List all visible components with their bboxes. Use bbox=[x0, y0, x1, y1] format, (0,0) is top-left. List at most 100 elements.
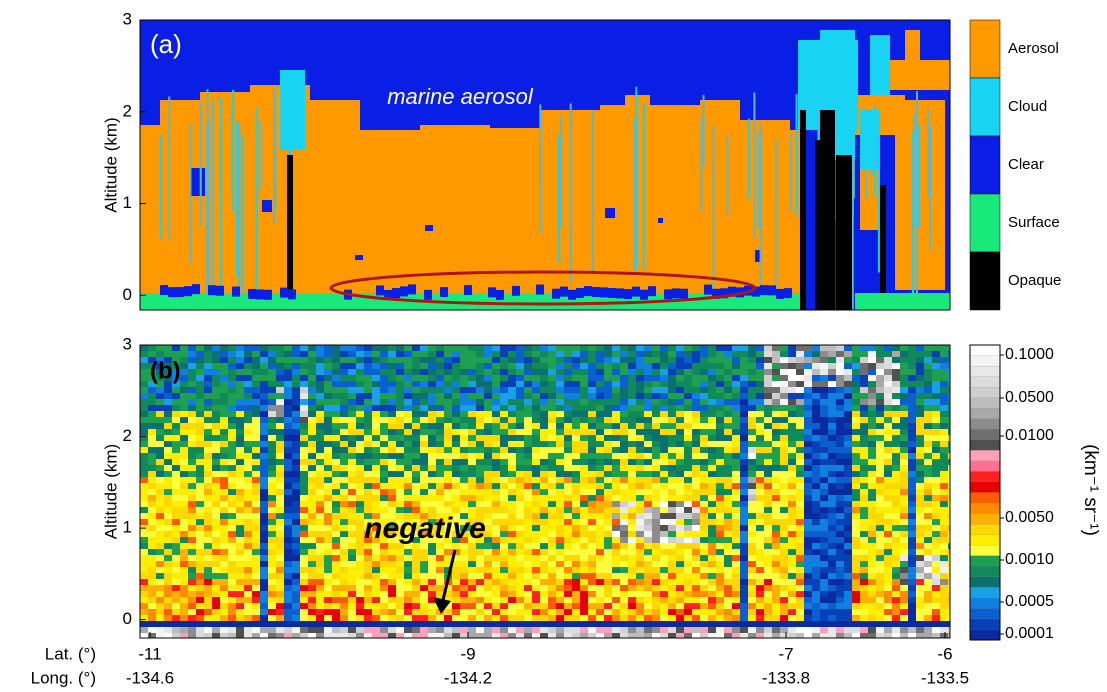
heatmap-cell bbox=[780, 567, 788, 573]
heatmap-cell bbox=[820, 513, 828, 519]
heatmap-cell bbox=[844, 489, 852, 495]
heatmap-cell bbox=[348, 621, 356, 627]
heatmap-cell bbox=[852, 453, 860, 459]
heatmap-cell bbox=[724, 525, 732, 531]
heatmap-cell bbox=[780, 615, 788, 621]
heatmap-cell bbox=[524, 615, 532, 621]
heatmap-cell bbox=[364, 363, 372, 369]
heatmap-cell bbox=[332, 435, 340, 441]
heatmap-cell bbox=[636, 351, 644, 357]
heatmap-cell bbox=[868, 495, 876, 501]
heatmap-cell bbox=[156, 603, 164, 609]
heatmap-cell bbox=[284, 459, 292, 465]
heatmap-cell bbox=[892, 561, 900, 567]
heatmap-cell bbox=[516, 549, 524, 555]
heatmap-cell bbox=[868, 507, 876, 513]
heatmap-cell bbox=[476, 615, 484, 621]
heatmap-cell bbox=[228, 585, 236, 591]
heatmap-cell bbox=[180, 585, 188, 591]
heatmap-cell bbox=[916, 501, 924, 507]
heatmap-cell bbox=[396, 495, 404, 501]
heatmap-cell bbox=[148, 477, 156, 483]
heatmap-cell bbox=[324, 621, 332, 627]
heatmap-cell bbox=[428, 435, 436, 441]
heatmap-cell bbox=[732, 477, 740, 483]
clear-patch bbox=[600, 287, 608, 298]
heatmap-cell bbox=[836, 543, 844, 549]
heatmap-cell bbox=[500, 513, 508, 519]
heatmap-cell bbox=[812, 429, 820, 435]
heatmap-cell bbox=[220, 363, 228, 369]
cloud-streak bbox=[726, 135, 729, 215]
heatmap-cell bbox=[172, 447, 180, 453]
heatmap-cell bbox=[284, 543, 292, 549]
heatmap-cell bbox=[636, 519, 644, 525]
heatmap-cell bbox=[292, 507, 300, 513]
heatmap-cell bbox=[740, 597, 748, 603]
heatmap-cell bbox=[348, 573, 356, 579]
heatmap-cell bbox=[916, 519, 924, 525]
heatmap-cell bbox=[516, 591, 524, 597]
heatmap-cell bbox=[908, 609, 916, 615]
heatmap-cell bbox=[612, 489, 620, 495]
heatmap-cell bbox=[852, 573, 860, 579]
heatmap-cell bbox=[556, 609, 564, 615]
heatmap-cell bbox=[644, 459, 652, 465]
heatmap-cell bbox=[548, 531, 556, 537]
heatmap-cell bbox=[716, 495, 724, 501]
heatmap-cell bbox=[356, 501, 364, 507]
heatmap-cell bbox=[716, 405, 724, 411]
heatmap-cell bbox=[380, 393, 388, 399]
heatmap-cell bbox=[556, 447, 564, 453]
heatmap-cell bbox=[476, 369, 484, 375]
heatmap-cell bbox=[732, 369, 740, 375]
heatmap-cell bbox=[436, 345, 444, 351]
heatmap-cell bbox=[668, 465, 676, 471]
heatmap-cell bbox=[612, 405, 620, 411]
heatmap-cell bbox=[156, 489, 164, 495]
heatmap-cell bbox=[764, 381, 772, 387]
heatmap-cell bbox=[860, 345, 868, 351]
heatmap-cell bbox=[460, 393, 468, 399]
heatmap-cell bbox=[772, 615, 780, 621]
clear-patch bbox=[768, 285, 776, 296]
heatmap-cell bbox=[804, 459, 812, 465]
heatmap-cell bbox=[244, 555, 252, 561]
heatmap-cell bbox=[244, 525, 252, 531]
heatmap-cell bbox=[380, 615, 388, 621]
heatmap-cell bbox=[308, 591, 316, 597]
heatmap-cell bbox=[348, 363, 356, 369]
heatmap-cell bbox=[308, 573, 316, 579]
heatmap-cell bbox=[676, 477, 684, 483]
heatmap-cell bbox=[932, 555, 940, 561]
heatmap-cell bbox=[316, 519, 324, 525]
heatmap-cell bbox=[212, 375, 220, 381]
heatmap-cell bbox=[468, 375, 476, 381]
heatmap-cell bbox=[284, 483, 292, 489]
heatmap-cell bbox=[684, 555, 692, 561]
heatmap-cell bbox=[940, 411, 948, 417]
clear-patch bbox=[262, 200, 272, 212]
clear-patch bbox=[392, 288, 400, 299]
heatmap-cell bbox=[636, 483, 644, 489]
heatmap-cell bbox=[836, 405, 844, 411]
heatmap-cell bbox=[900, 579, 908, 585]
heatmap-cell bbox=[180, 537, 188, 543]
heatmap-cell bbox=[628, 561, 636, 567]
heatmap-cell bbox=[852, 405, 860, 411]
heatmap-cell bbox=[148, 531, 156, 537]
heatmap-cell bbox=[420, 351, 428, 357]
heatmap-cell bbox=[204, 597, 212, 603]
heatmap-cell bbox=[516, 435, 524, 441]
heatmap-cell bbox=[924, 345, 932, 351]
heatmap-cell bbox=[476, 453, 484, 459]
heatmap-cell bbox=[604, 615, 612, 621]
heatmap-cell bbox=[612, 603, 620, 609]
heatmap-cell bbox=[348, 399, 356, 405]
heatmap-cell bbox=[420, 519, 428, 525]
heatmap-cell bbox=[356, 567, 364, 573]
heatmap-cell bbox=[812, 567, 820, 573]
heatmap-cell bbox=[508, 591, 516, 597]
heatmap-cell bbox=[580, 537, 588, 543]
heatmap-cell bbox=[900, 495, 908, 501]
